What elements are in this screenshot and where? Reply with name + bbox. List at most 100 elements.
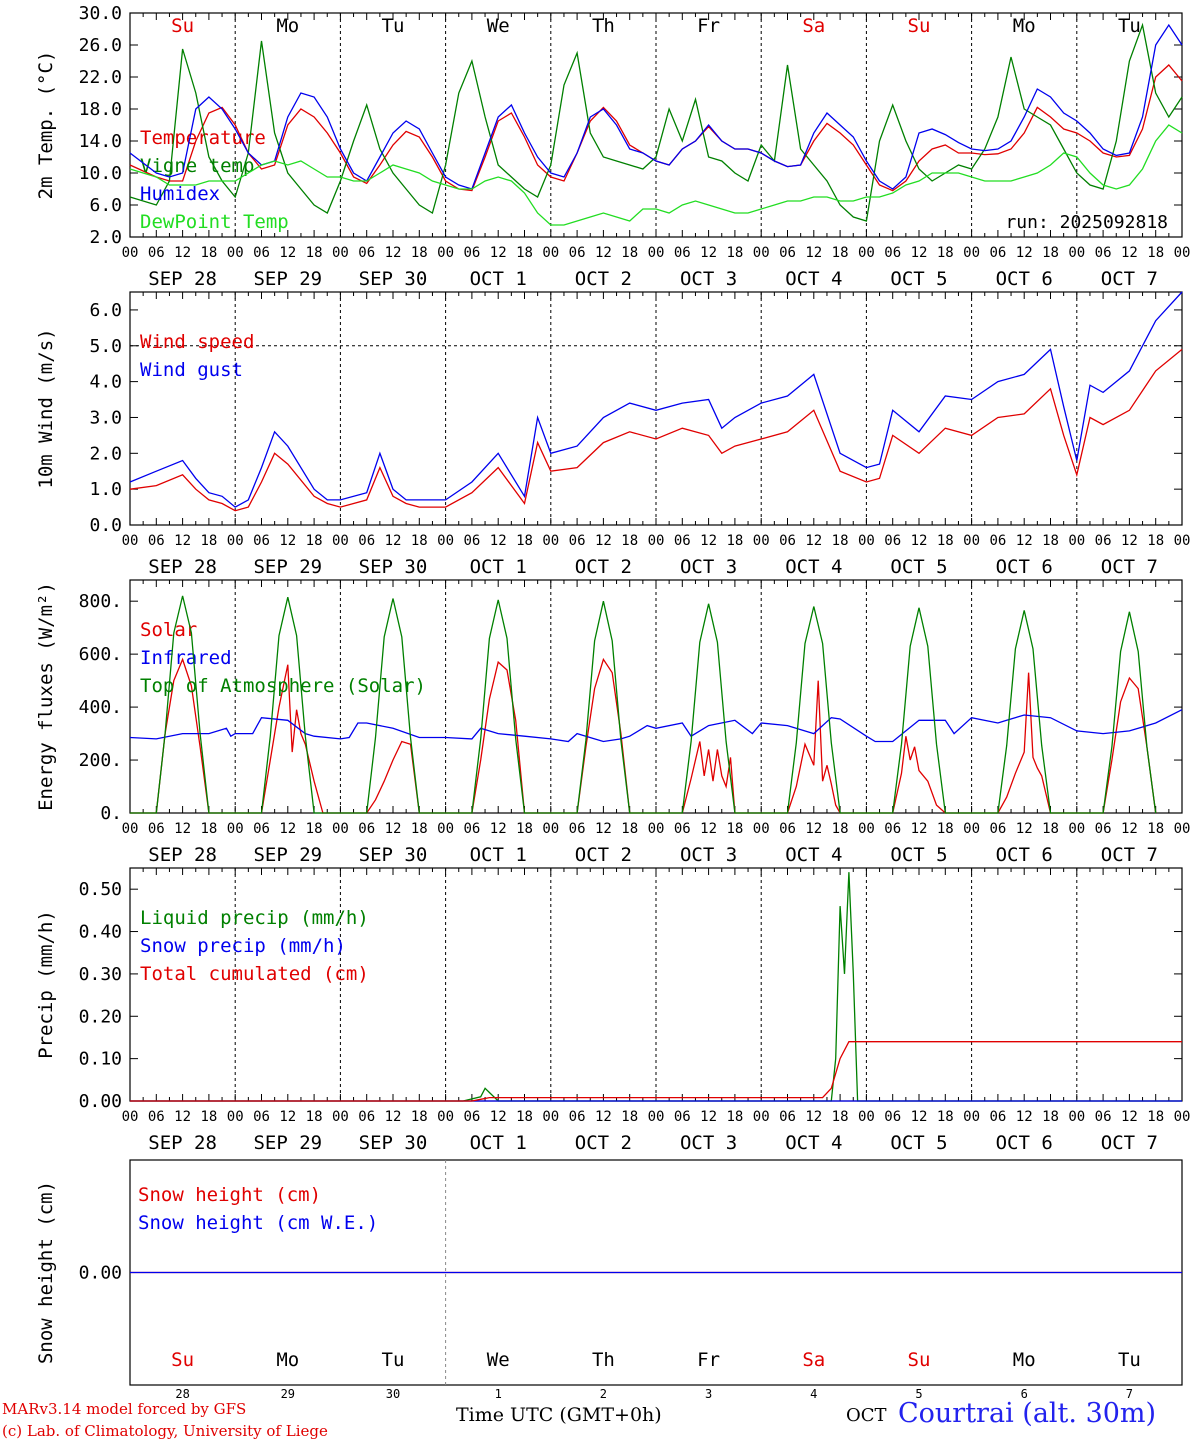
hour-tick-label: 12 bbox=[700, 245, 717, 261]
panel-energy: 0. 200. 400. 600. 800. Energy fluxes (W/m²) So… bbox=[35, 579, 1190, 866]
hour-tick-label: 00 bbox=[753, 1109, 770, 1125]
series-line-total-cumulated-cm bbox=[130, 1041, 1182, 1102]
hour-tick-label: 18 bbox=[516, 821, 533, 837]
hour-tick-label: 18 bbox=[832, 533, 849, 549]
y-axis-label: 10m Wind (m/s) bbox=[35, 328, 57, 488]
y-tick-label: 0.30 bbox=[79, 964, 122, 985]
date-label: SEP 30 bbox=[359, 268, 428, 290]
hour-tick-label: 12 bbox=[490, 245, 507, 261]
date-label: OCT 7 bbox=[1101, 268, 1158, 290]
hour-tick-label: 06 bbox=[674, 1109, 691, 1125]
hour-tick-label: 00 bbox=[437, 821, 454, 837]
date-label: OCT 5 bbox=[890, 556, 947, 578]
y-tick-label: 5.0 bbox=[89, 336, 122, 357]
date-label: OCT 7 bbox=[1101, 556, 1158, 578]
hour-tick-label: 00 bbox=[858, 1109, 875, 1125]
hour-tick-label: 06 bbox=[569, 245, 586, 261]
series-line-solar bbox=[130, 657, 1157, 814]
hour-tick-label: 12 bbox=[279, 245, 296, 261]
hour-tick-label: 00 bbox=[963, 1109, 980, 1125]
y-tick-label: 2.0 bbox=[89, 227, 122, 248]
hour-tick-label: 12 bbox=[490, 821, 507, 837]
hour-tick-label: 06 bbox=[1095, 245, 1112, 261]
date-label: OCT 3 bbox=[680, 556, 737, 578]
hour-tick-label: 18 bbox=[411, 1109, 428, 1125]
hour-tick-label: 06 bbox=[674, 821, 691, 837]
model-credit: MARv3.14 model forced by GFS (c) Lab. of… bbox=[2, 1398, 328, 1442]
date-label: OCT 7 bbox=[1101, 1132, 1158, 1154]
date-label: OCT 4 bbox=[785, 556, 842, 578]
weekday-label: Mo bbox=[276, 15, 299, 37]
y-tick-label: 4.0 bbox=[89, 372, 122, 393]
hour-tick-label: 12 bbox=[385, 821, 402, 837]
hour-tick-label: 12 bbox=[1121, 1109, 1138, 1125]
hour-tick-label: 06 bbox=[569, 533, 586, 549]
hour-tick-label: 00 bbox=[332, 245, 349, 261]
hour-tick-label: 18 bbox=[937, 533, 954, 549]
date-label: OCT 2 bbox=[575, 556, 632, 578]
date-label: OCT 6 bbox=[996, 556, 1053, 578]
hour-tick-label: 00 bbox=[963, 245, 980, 261]
hour-tick-label: 06 bbox=[358, 821, 375, 837]
hour-tick-label: 18 bbox=[306, 1109, 323, 1125]
hour-tick-label: 00 bbox=[227, 821, 244, 837]
hour-tick-label: 12 bbox=[911, 245, 928, 261]
hour-tick-label: 06 bbox=[989, 821, 1006, 837]
legend-entry: Infrared bbox=[140, 647, 232, 669]
date-label: OCT 1 bbox=[470, 268, 527, 290]
date-label: OCT 5 bbox=[890, 268, 947, 290]
hour-tick-label: 12 bbox=[700, 533, 717, 549]
hour-tick-label: 12 bbox=[385, 533, 402, 549]
y-tick-label: 600. bbox=[79, 644, 122, 665]
hour-tick-label: 00 bbox=[1068, 821, 1085, 837]
day-number-label: 2 bbox=[600, 1387, 607, 1401]
hour-tick-label: 00 bbox=[122, 245, 139, 261]
y-tick-label: 6.0 bbox=[89, 195, 122, 216]
day-number-label: 28 bbox=[175, 1387, 189, 1401]
hour-tick-label: 18 bbox=[832, 1109, 849, 1125]
date-label: OCT 1 bbox=[470, 1132, 527, 1154]
y-tick-label: 0.00 bbox=[79, 1263, 122, 1284]
hour-tick-label: 18 bbox=[1147, 245, 1164, 261]
hour-tick-label: 18 bbox=[516, 1109, 533, 1125]
hour-tick-label: 00 bbox=[648, 821, 665, 837]
date-label: SEP 30 bbox=[359, 1132, 428, 1154]
hour-tick-label: 18 bbox=[621, 245, 638, 261]
y-tick-label: 0.40 bbox=[79, 922, 122, 943]
hour-tick-label: 12 bbox=[1016, 821, 1033, 837]
hour-tick-label: 00 bbox=[753, 533, 770, 549]
hour-tick-label: 00 bbox=[227, 245, 244, 261]
hour-tick-label: 06 bbox=[884, 533, 901, 549]
hour-tick-label: 00 bbox=[332, 1109, 349, 1125]
hour-tick-label: 00 bbox=[122, 1109, 139, 1125]
hour-tick-label: 06 bbox=[148, 821, 165, 837]
hour-tick-label: 06 bbox=[884, 1109, 901, 1125]
weekday-label: Su bbox=[171, 15, 194, 37]
y-tick-label: 26.0 bbox=[79, 35, 122, 56]
run-annotation: run: 2025092818 bbox=[1005, 212, 1168, 233]
hour-tick-label: 00 bbox=[858, 821, 875, 837]
legend-entry: Liquid precip (mm/h) bbox=[140, 907, 369, 929]
panel-wind: 0.0 1.0 2.0 3.0 4.0 5.0 6.0 10m Wind (m/s) Wind … bbox=[35, 291, 1190, 578]
weekday-label: Su bbox=[908, 15, 931, 37]
hour-tick-label: 12 bbox=[911, 533, 928, 549]
y-tick-label: 22.0 bbox=[79, 67, 122, 88]
weekday-label: Su bbox=[908, 1349, 931, 1371]
hour-tick-label: 18 bbox=[726, 821, 743, 837]
hour-tick-label: 06 bbox=[884, 821, 901, 837]
hour-tick-label: 06 bbox=[674, 245, 691, 261]
model-line: MARv3.14 model forced by GFS bbox=[2, 1400, 247, 1418]
hour-tick-label: 00 bbox=[227, 1109, 244, 1125]
hour-tick-label: 12 bbox=[805, 1109, 822, 1125]
y-tick-label: 0.00 bbox=[79, 1091, 122, 1112]
hour-tick-label: 18 bbox=[411, 245, 428, 261]
hour-tick-label: 18 bbox=[937, 821, 954, 837]
hour-tick-label: 12 bbox=[595, 1109, 612, 1125]
y-axis-label: Snow height (cm) bbox=[35, 1181, 57, 1364]
hour-tick-label: 06 bbox=[358, 1109, 375, 1125]
hour-tick-label: 18 bbox=[411, 821, 428, 837]
panel-snow: 0.00 Snow height (cm) Snow height (cm) Snow… bbox=[35, 1159, 1183, 1401]
date-label: OCT 6 bbox=[996, 1132, 1053, 1154]
date-label: OCT 5 bbox=[890, 1132, 947, 1154]
date-label: SEP 28 bbox=[148, 1132, 217, 1154]
